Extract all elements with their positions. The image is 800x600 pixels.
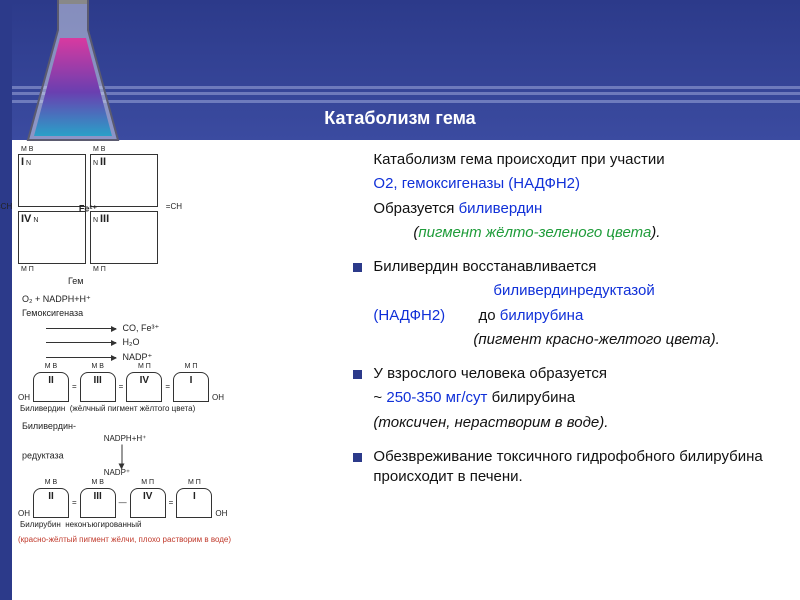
text: Обезвреживание токсичного гидрофобного б… — [373, 448, 762, 485]
bilirubin-caption: Билирубин неконъюгированный — [20, 520, 345, 529]
reaction-arrow-icon — [46, 357, 116, 358]
text: (токсичен, нерастворим в воде). — [373, 414, 608, 431]
text: О2, гемоксигеназы (НАДФН2) — [373, 175, 580, 192]
biliverdin-caption: Биливердин (жёлчный пигмент жёлтого цвет… — [20, 404, 345, 413]
text: ~ — [373, 389, 386, 406]
pyrrole-ring: N III M П — [90, 211, 158, 264]
reaction-arrow-icon — [46, 342, 116, 343]
text: пигмент жёлто-зеленого цвета — [418, 224, 651, 241]
bilirubin-note: (красно-жёлтый пигмент жёлчи, плохо раст… — [18, 535, 345, 544]
slide: Катаболизм гема M B I N M B N II IV N M … — [0, 0, 800, 600]
side-band — [0, 0, 12, 600]
text: биливердин — [459, 200, 543, 217]
text: билирубина — [500, 307, 584, 324]
text: Образуется — [373, 200, 458, 217]
pyrrole-ring: M B N II — [90, 154, 158, 207]
hemoxygenase-reaction: O₂ + NADPH+H⁺ Гемоксигеназа CO, Fe³⁺ H₂O… — [22, 292, 345, 364]
biliverdin-chain: OH M BII = M BIII = M ПIV = M ПI OH — [18, 372, 345, 402]
iron-label: Fe²⁺ — [79, 204, 97, 215]
text: биливердинредуктазой — [493, 282, 654, 299]
text: Биливердин восстанавливается — [373, 258, 596, 275]
text: до — [479, 307, 500, 324]
pyrrole-ring: M B I N — [18, 154, 86, 207]
text: 250-350 мг/сут — [386, 389, 487, 406]
reductase-reaction: Биливердин- редуктаза NADPH+H⁺ NADP⁺ — [22, 419, 345, 480]
text-column: Катаболизм гема происходит при участии О… — [345, 150, 788, 590]
content-area: M B I N M B N II IV N M П N III M П Fe²⁺… — [18, 150, 788, 590]
heme-structure: M B I N M B N II IV N M П N III M П Fe²⁺… — [18, 154, 158, 264]
text: (пигмент красно-желтого цвета). — [473, 331, 719, 348]
text: (НАДФН2) — [373, 307, 445, 324]
heme-label: Гем — [68, 276, 345, 286]
reaction-arrow-icon — [46, 328, 116, 329]
text: У взрослого человека образуется — [373, 365, 607, 382]
text: билирубина — [487, 389, 575, 406]
bilirubin-chain: OH M BII = M BIII — M ПIV = M ПI OH — [18, 488, 345, 518]
text: ). — [651, 224, 660, 241]
reaction-diagram: M B I N M B N II IV N M П N III M П Fe²⁺… — [18, 150, 345, 590]
bullet-biliverdin: Биливердин восстанавливается биливердинр… — [351, 257, 788, 350]
reaction-arrow-icon — [121, 445, 122, 469]
bullet-detox: Обезвреживание токсичного гидрофобного б… — [351, 447, 788, 488]
intro-block: Катаболизм гема происходит при участии О… — [351, 150, 788, 243]
slide-title: Катаболизм гема — [0, 108, 800, 129]
text: Катаболизм гема происходит при участии — [373, 151, 664, 168]
bullet-amount: У взрослого человека образуется ~ 250-35… — [351, 364, 788, 433]
pyrrole-ring: IV N M П — [18, 211, 86, 264]
text: . — [519, 468, 523, 485]
